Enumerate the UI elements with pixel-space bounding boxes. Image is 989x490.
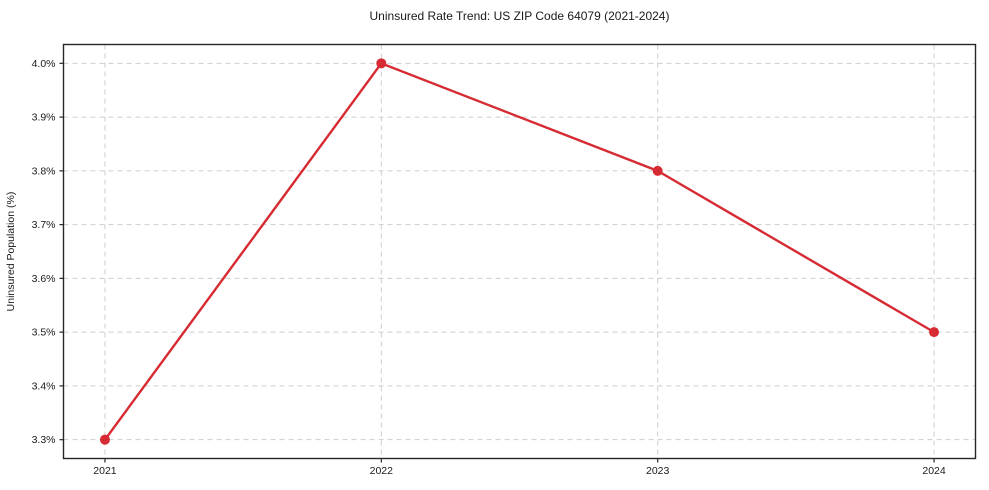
gridlines [63,44,976,459]
y-tick-label: 3.6% [32,273,56,285]
trend-line [103,62,936,441]
data-point-marker [929,327,940,338]
axis-ticks [59,62,935,463]
data-point-marker [99,434,110,445]
x-tick-label: 2021 [93,465,117,477]
y-tick-label: 4.0% [32,58,56,70]
x-tick-label: 2022 [370,465,394,477]
chart-title: Uninsured Rate Trend: US ZIP Code 64079 … [370,9,670,23]
data-point-marker [652,165,663,176]
y-tick-label: 3.3% [32,434,56,446]
y-tick-label: 3.7% [32,219,56,231]
y-tick-label: 3.4% [32,380,56,392]
plot-frame [62,43,977,460]
y-tick-label: 3.5% [32,327,56,339]
x-tick-label: 2024 [922,465,946,477]
y-tick-label: 3.9% [32,112,56,124]
axis-tick-labels: 2021 2022 2023 2024 3.3% 3.4% 3.5% 3.6% 3.7% 3.8%… [32,58,946,477]
data-point-marker [376,58,387,69]
data-series [99,58,940,445]
x-tick-label: 2023 [646,465,670,477]
y-tick-label: 3.8% [32,165,56,177]
y-axis-label: Uninsured Population (%) [5,192,17,312]
